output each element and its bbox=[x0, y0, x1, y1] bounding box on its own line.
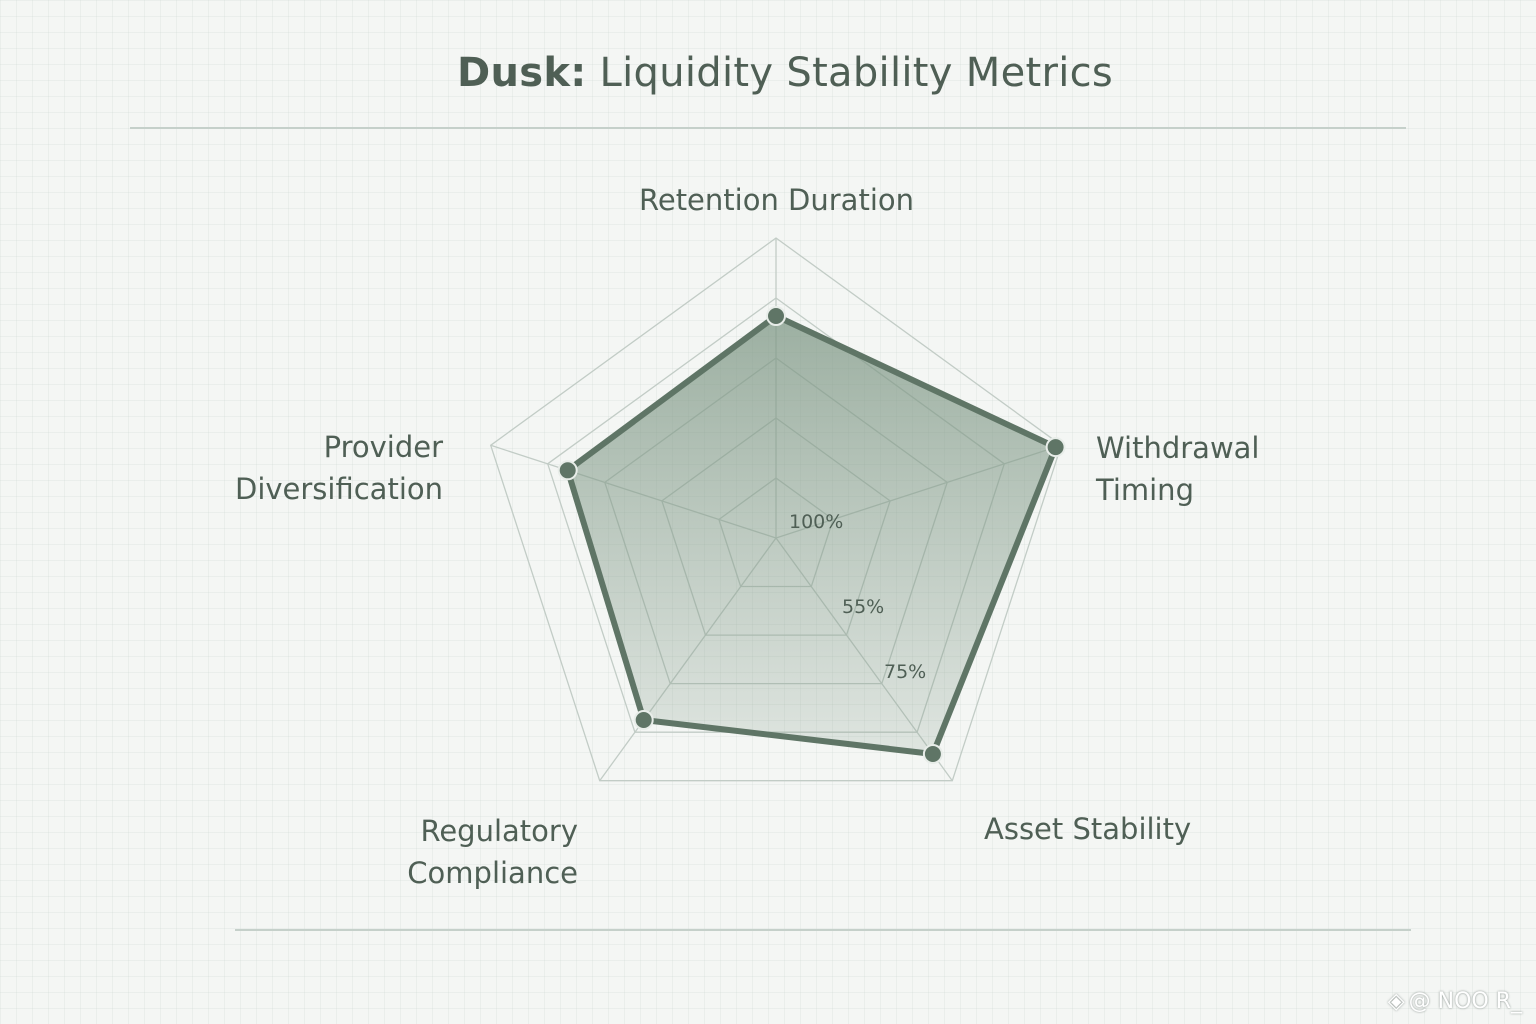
axis-label-line: Timing bbox=[1096, 473, 1194, 507]
grid-ring bbox=[489, 237, 1063, 782]
tick-label-55: 55% bbox=[842, 596, 885, 618]
data-point-retention-duration bbox=[766, 306, 786, 326]
chart-title: Dusk: Liquidity Stability Metrics bbox=[0, 50, 1536, 96]
top-divider bbox=[130, 127, 1406, 129]
chart-title-bold: Dusk: bbox=[456, 50, 587, 96]
data-point-regulatory-compliance bbox=[633, 710, 654, 730]
watermark-text: @ NOO R_ bbox=[1408, 989, 1522, 1014]
tick-label-75: 75% bbox=[884, 661, 927, 683]
axis-label-line: Withdrawal bbox=[1096, 431, 1260, 465]
watermark: ◈ @ NOO R_ bbox=[1388, 989, 1522, 1014]
axis-label-line: Diversification bbox=[234, 472, 443, 506]
axis-label-regulatory-compliance: Regulatory Compliance bbox=[407, 810, 578, 894]
axis-label-withdrawal-timing: Withdrawal Timing bbox=[1096, 427, 1260, 511]
axis-label-asset-stability: Asset Stability bbox=[984, 808, 1191, 850]
axis-label-line: Asset Stability bbox=[984, 812, 1192, 846]
data-point-asset-stability bbox=[922, 744, 943, 764]
tick-label-100: 100% bbox=[789, 511, 844, 533]
axis-label-provider-diversification: Provider Diversification bbox=[235, 426, 443, 510]
axis-label-line: Regulatory bbox=[420, 814, 578, 848]
data-point-provider-diversification bbox=[557, 460, 578, 481]
diamond-icon: ◈ bbox=[1387, 989, 1405, 1014]
axis-label-line: Compliance bbox=[407, 856, 578, 890]
axis-label-line: Provider bbox=[323, 430, 443, 464]
axis-label-line: Retention Duration bbox=[639, 183, 915, 217]
series-line bbox=[564, 313, 1059, 757]
axis-label-retention-duration: Retention Duration bbox=[639, 179, 914, 221]
series-area bbox=[567, 316, 1056, 754]
data-point-withdrawal-timing bbox=[1045, 437, 1066, 458]
bottom-divider bbox=[235, 929, 1411, 931]
chart-title-rest: Liquidity Stability Metrics bbox=[599, 50, 1114, 96]
